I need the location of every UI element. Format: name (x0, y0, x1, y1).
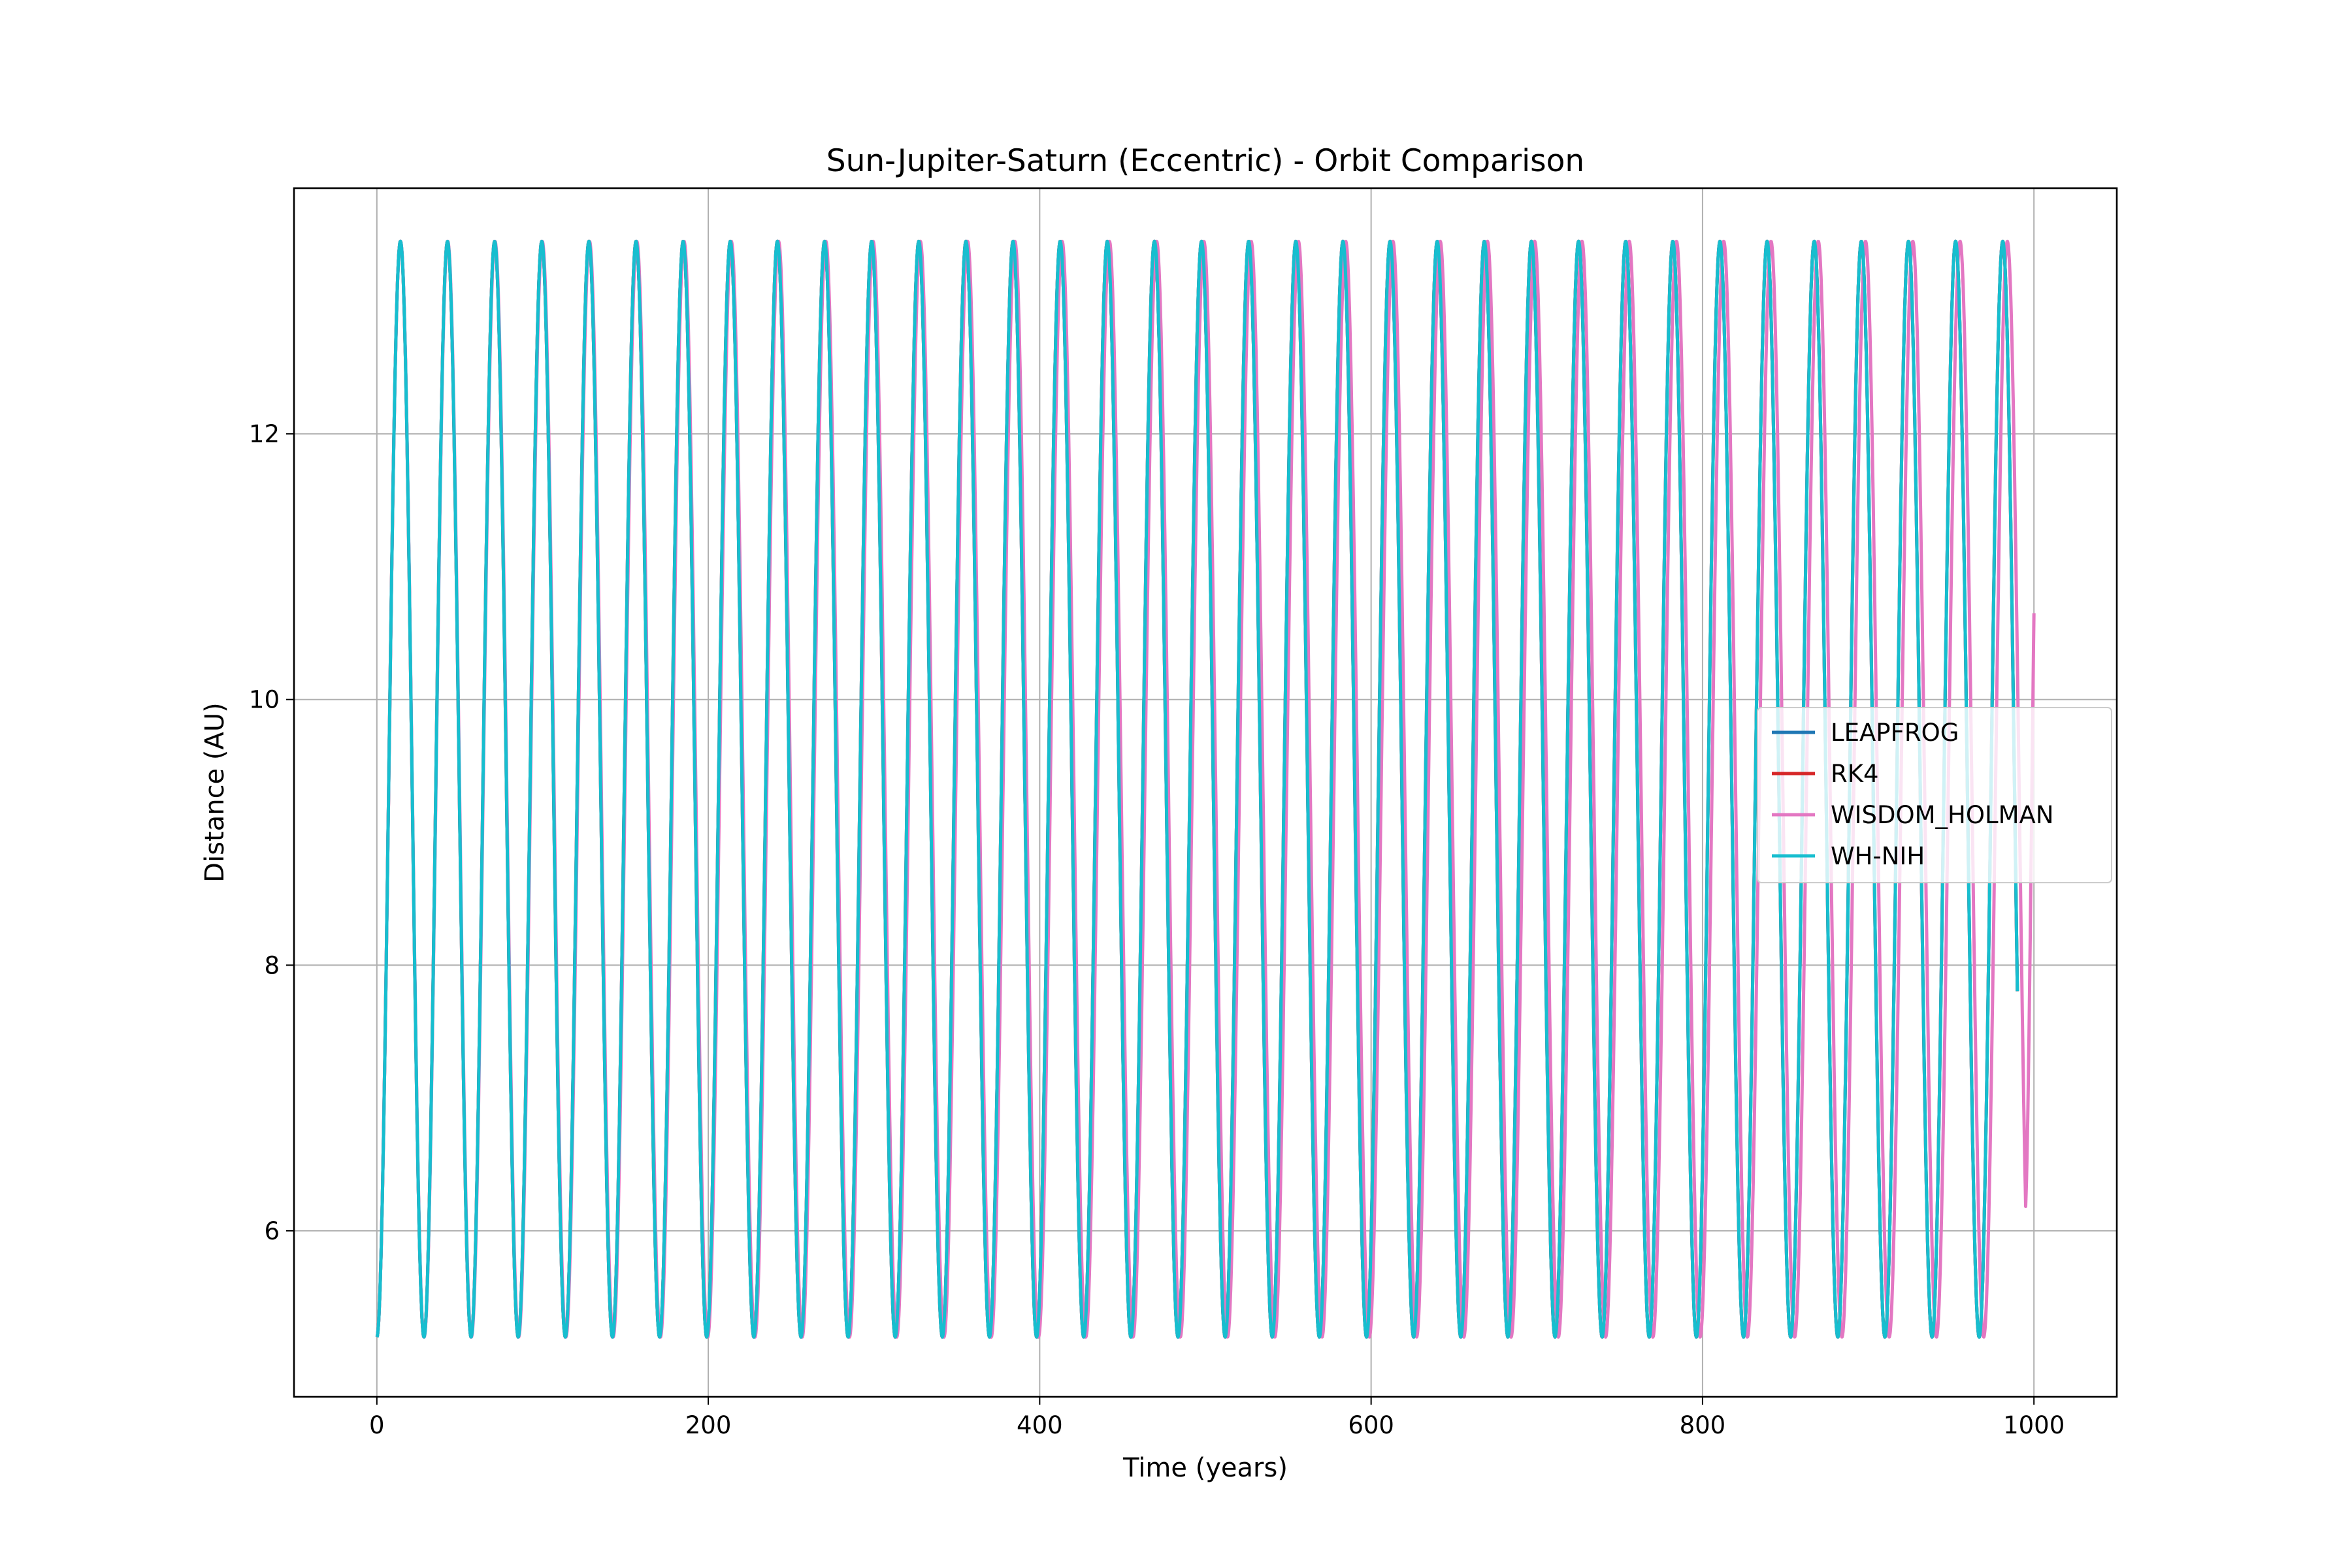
x-tick-label: 600 (1348, 1411, 1394, 1439)
x-tick-label: 0 (369, 1411, 385, 1439)
x-axis-label: Time (years) (1122, 1453, 1288, 1483)
x-tick-label: 400 (1017, 1411, 1063, 1439)
legend-label: WISDOM_HOLMAN (1831, 801, 2054, 829)
legend: LEAPFROG RK4 WISDOM_HOLMAN WH-NIH (1757, 707, 2112, 883)
x-tick-label: 1000 (2003, 1411, 2065, 1439)
series-lines (375, 239, 2036, 1339)
series-line-wh-nih (375, 239, 2019, 1339)
x-tick-label: 200 (685, 1411, 732, 1439)
y-tick-label: 6 (264, 1217, 280, 1245)
legend-box (1757, 707, 2112, 883)
legend-label: WH-NIH (1831, 842, 1925, 870)
legend-label: RK4 (1831, 760, 1879, 788)
y-tick-label: 8 (264, 951, 280, 979)
y-axis-label: Distance (AU) (200, 702, 230, 882)
chart-title: Sun-Jupiter-Saturn (Eccentric) - Orbit C… (826, 143, 1584, 179)
y-tick-label: 12 (249, 420, 280, 448)
plot-frame (293, 187, 2118, 1398)
axis-ticks: 0 200 400 600 800 1000 6 8 10 12 (249, 420, 2065, 1439)
legend-label: LEAPFROG (1831, 719, 1959, 747)
y-tick-label: 10 (249, 686, 280, 714)
x-tick-label: 800 (1680, 1411, 1726, 1439)
